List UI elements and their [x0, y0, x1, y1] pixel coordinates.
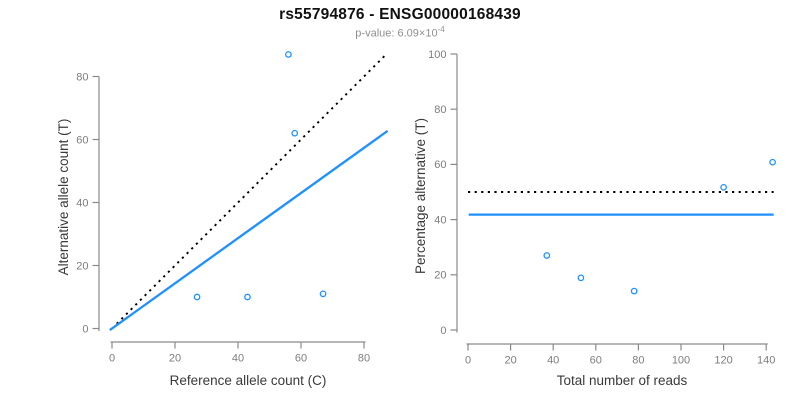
x-tick-label: 40: [232, 353, 244, 365]
data-point: [720, 183, 727, 191]
data-point: [319, 290, 327, 298]
y-tick-label: 20: [76, 260, 88, 272]
x-tick-label: 120: [714, 355, 732, 367]
y-axis-title: Percentage alternative (T): [413, 118, 428, 274]
x-tick-label: 80: [632, 355, 644, 367]
expected-identity-line: [116, 53, 387, 325]
x-axis-title: Total number of reads: [557, 373, 688, 388]
x-tick-label: 140: [757, 355, 775, 367]
data-point: [543, 252, 551, 259]
data-point: [577, 274, 585, 282]
figure-title: rs55794876 - ENSG00000168439: [279, 6, 521, 23]
x-axis-title: Reference allele count (C): [170, 373, 327, 388]
x-tick-label: 40: [547, 355, 559, 367]
allele-counts-scatter: 0 20 40 60 80 0 20 40 60 80 Reference allele count…: [56, 51, 389, 388]
y-axis-title: Alternative allele count (T): [56, 119, 71, 276]
y-tick-label: 60: [76, 134, 88, 146]
x-tick-label: 60: [295, 353, 307, 365]
y-tick-label: 40: [434, 214, 446, 226]
observed-ratio-line: [109, 129, 389, 332]
data-point: [244, 293, 251, 301]
y-tick-label: 60: [434, 159, 446, 171]
x-tick-label: 20: [169, 353, 181, 365]
x-tick-label: 60: [590, 355, 602, 367]
x-tick-label: 0: [465, 355, 471, 367]
data-point: [630, 287, 638, 295]
data-point: [285, 51, 292, 58]
percentage-vs-reads-scatter: 0 20 40 60 80 100 0 20 40 60 80 100 120 140 Total numb…: [413, 49, 776, 388]
data-point: [291, 129, 299, 137]
x-tick-label: 80: [358, 353, 370, 365]
x-tick-label: 0: [109, 353, 115, 365]
p-value-exponent: -4: [437, 25, 445, 34]
data-point: [769, 158, 776, 166]
x-tick-label: 100: [672, 355, 690, 367]
p-value-text: p-value: 6.09×10: [355, 27, 438, 40]
figure-subtitle: p-value: 6.09×10-4: [0, 25, 800, 40]
x-tick-label: 20: [504, 355, 516, 367]
y-tick-label: 100: [428, 49, 446, 61]
y-tick-label: 80: [434, 104, 446, 116]
y-tick-label: 40: [76, 197, 88, 209]
y-tick-label: 0: [440, 325, 446, 337]
y-tick-label: 80: [76, 71, 88, 83]
y-tick-label: 20: [434, 270, 446, 282]
data-point: [193, 293, 201, 301]
y-tick-label: 0: [82, 323, 88, 335]
